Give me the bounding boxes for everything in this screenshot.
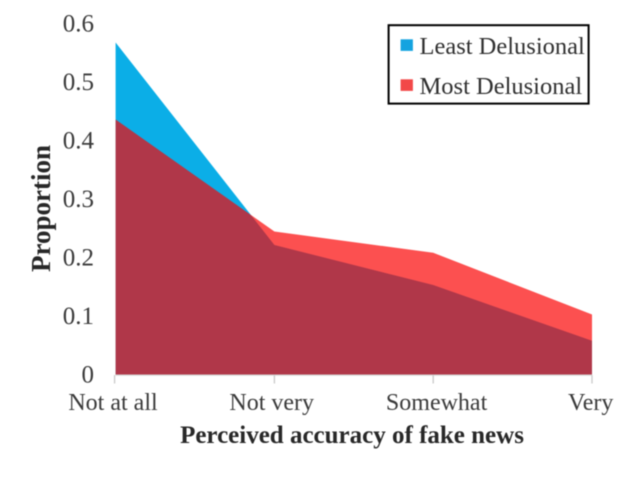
svg-text:Most Delusional: Most Delusional <box>420 73 583 100</box>
svg-text:Somewhat: Somewhat <box>386 390 488 416</box>
svg-text:0.5: 0.5 <box>63 69 94 96</box>
svg-text:Very: Very <box>568 390 613 416</box>
svg-text:Perceived accuracy of fake new: Perceived accuracy of fake news <box>180 422 524 449</box>
svg-text:0.2: 0.2 <box>63 245 94 272</box>
svg-text:0.1: 0.1 <box>63 303 94 330</box>
svg-text:Not very: Not very <box>229 390 314 416</box>
svg-text:0: 0 <box>82 362 95 389</box>
svg-text:Not at all: Not at all <box>68 390 158 416</box>
svg-text:Least Delusional: Least Delusional <box>420 33 586 60</box>
svg-text:0.3: 0.3 <box>63 186 94 213</box>
svg-text:0.4: 0.4 <box>63 128 95 155</box>
svg-text:0.6: 0.6 <box>63 11 94 38</box>
svg-text:Proportion: Proportion <box>26 145 56 272</box>
